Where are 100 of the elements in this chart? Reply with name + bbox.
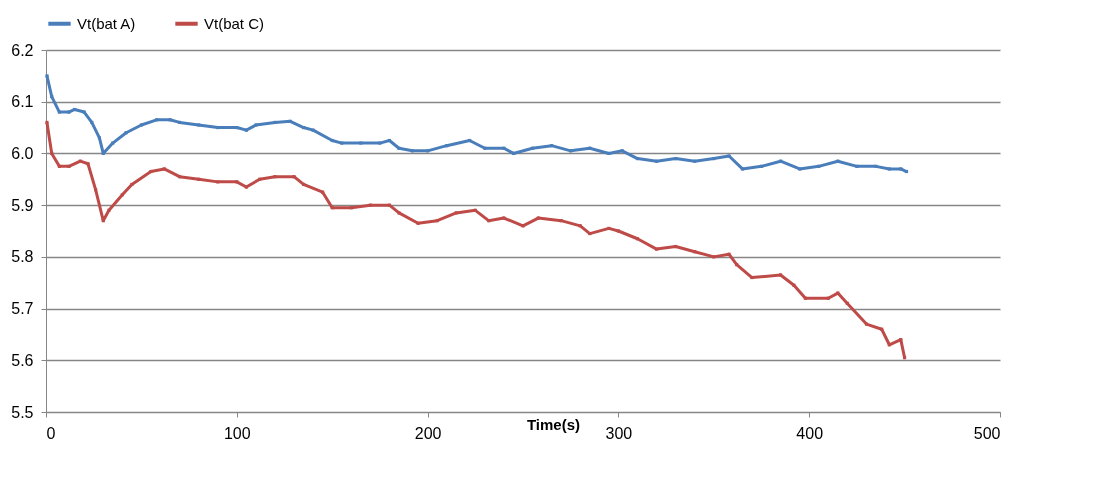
point [578, 224, 582, 228]
point [530, 146, 535, 150]
point [410, 149, 414, 153]
point [67, 164, 71, 168]
point [78, 159, 82, 163]
point [216, 180, 220, 184]
point [258, 177, 262, 181]
point [368, 203, 372, 207]
point [727, 154, 731, 158]
point [550, 144, 554, 148]
x-axis-title: Time(s) [526, 415, 581, 433]
point [97, 136, 101, 140]
point [378, 141, 382, 145]
point [845, 301, 849, 305]
point [244, 128, 248, 132]
point [197, 177, 201, 181]
point [90, 120, 94, 124]
y-tick-label: 5.6 [11, 351, 34, 369]
point [887, 343, 891, 347]
point [502, 216, 506, 220]
point [45, 74, 49, 78]
point [426, 149, 430, 153]
x-tick-label: 500 [973, 424, 1001, 442]
point [387, 138, 392, 143]
point [569, 149, 573, 153]
x-tick-label: 400 [796, 424, 824, 442]
point [168, 118, 172, 122]
point [826, 296, 830, 300]
legend-label: Vt(bat A) [77, 14, 136, 32]
point [616, 229, 620, 233]
point [735, 263, 739, 267]
point [874, 164, 878, 168]
legend-label: Vt(bat C) [204, 14, 265, 32]
point [397, 211, 401, 215]
point [120, 193, 124, 197]
point [792, 283, 796, 287]
point [559, 219, 563, 223]
point [57, 164, 61, 168]
point [635, 157, 640, 161]
point [740, 167, 744, 171]
point [73, 107, 77, 112]
point [349, 206, 353, 210]
point [302, 125, 306, 130]
point [50, 94, 54, 99]
point [273, 175, 277, 179]
point [887, 167, 891, 171]
point [899, 338, 903, 342]
point [779, 273, 783, 277]
x-tick-label: 0 [46, 424, 56, 442]
point [693, 250, 697, 254]
y-tick-label: 5.5 [11, 403, 34, 421]
point [340, 141, 344, 145]
point [235, 180, 239, 184]
point [130, 182, 134, 187]
point [903, 356, 907, 360]
point [759, 164, 764, 168]
point [149, 169, 153, 174]
y-tick-label: 5.8 [11, 248, 34, 266]
point [101, 219, 105, 223]
point [798, 167, 802, 171]
point [712, 157, 716, 161]
point [635, 237, 640, 241]
point [101, 151, 105, 156]
point [750, 275, 754, 280]
point [244, 185, 248, 189]
point [712, 255, 716, 259]
point [483, 146, 487, 150]
point [467, 138, 472, 143]
point [855, 164, 859, 168]
point [321, 190, 325, 194]
point [302, 182, 306, 187]
x-tick-label: 300 [605, 424, 633, 442]
point [445, 144, 449, 148]
point [330, 206, 334, 210]
x-tick-label: 100 [223, 424, 251, 442]
point [155, 118, 159, 122]
point [254, 123, 258, 127]
y-tick-label: 5.7 [11, 300, 34, 318]
point [86, 162, 90, 166]
point [292, 175, 296, 179]
point [111, 141, 115, 145]
point [177, 175, 182, 179]
point [67, 110, 71, 114]
y-tick-label: 6.0 [11, 144, 34, 162]
point [674, 157, 678, 161]
point [864, 322, 869, 326]
point [82, 110, 86, 114]
point [50, 151, 54, 156]
point [124, 131, 128, 135]
point [197, 123, 201, 127]
point [45, 120, 49, 124]
x-tick-label: 200 [414, 424, 442, 442]
point [94, 188, 98, 192]
point [311, 128, 315, 132]
point [107, 208, 111, 212]
point [162, 167, 166, 171]
point [139, 123, 143, 127]
point [330, 138, 334, 143]
point [536, 216, 540, 220]
line-series [45, 74, 909, 174]
